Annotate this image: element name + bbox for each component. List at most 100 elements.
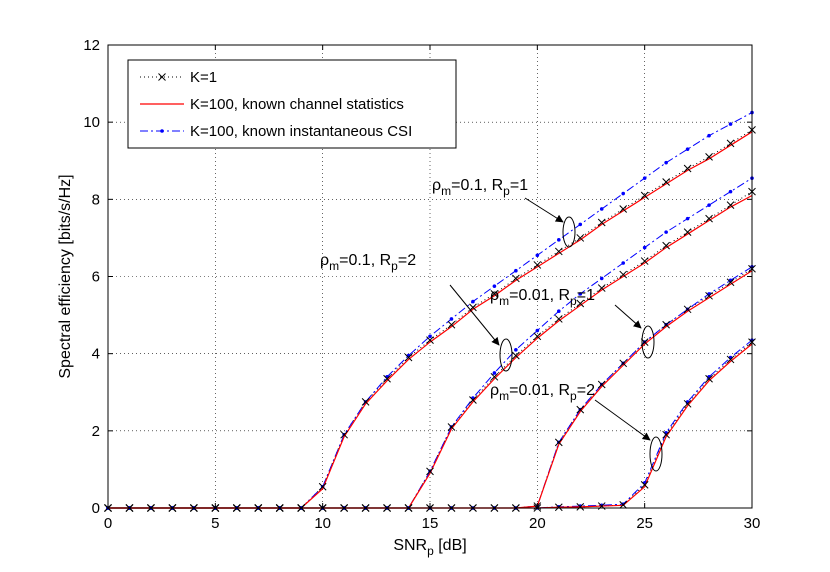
annotation-arrow [614,304,642,329]
series-point-inst-csi [599,207,604,211]
series-point-K1 [705,374,713,383]
annotation-label: ρm=0.01, Rp=2 [490,382,595,403]
series-point-K1 [662,430,670,439]
series-point-K1 [705,291,713,300]
series-point-K1 [726,139,735,148]
annotation-label: ρm=0.1, Rp=1 [432,177,528,198]
series-point-inst-csi [428,334,432,339]
annotation-3: ρm=0.01, Rp=1 [490,287,655,359]
annotation-arrow [524,197,564,223]
y-tick-label: 2 [92,423,100,440]
legend-label: K=1 [190,69,217,86]
y-axis-label: Spectral efficiency [bits/s/Hz] [57,174,74,378]
series-point-K1 [554,438,563,447]
series-point-inst-csi [492,371,497,375]
series-point-inst-csi [728,189,733,194]
series-line-stat [108,343,753,509]
series-point-inst-csi [535,253,540,258]
series-point-inst-csi [664,160,668,165]
series-point-K1 [490,372,499,381]
series-point-K1 [447,423,456,431]
series-point-inst-csi [514,268,518,273]
x-tick-label: 0 [104,515,112,532]
series-point-K1 [576,234,585,242]
series-point-inst-csi [535,328,540,333]
series-point-K1 [640,257,649,265]
series-point-K1 [726,278,735,287]
annotation-arrow [594,399,651,441]
annotations: ρm=0.1, Rp=1 ρm=0.1, Rp=2 ρm=0.01, Rp=1 ρm=… [320,177,663,472]
series-point-inst-csi [578,222,583,227]
legend-label: K=100, known instantaneous CSI [190,123,412,140]
legend-label: K=100, known channel statistics [190,96,404,113]
y-tick-label: 8 [92,191,100,208]
annotation-label: ρm=0.1, Rp=2 [320,252,416,273]
annotation-ellipse [499,338,513,372]
x-tick-label: 20 [529,515,546,532]
series-point-K1 [597,380,606,389]
x-tick-label: 5 [211,515,219,532]
legend-marker-K1 [158,73,166,81]
series-point-inst-csi [471,299,475,304]
series-point-inst-csi [578,292,583,296]
series-point-K1 [726,355,735,364]
series-point-K1 [447,320,456,329]
y-tick-label: 6 [92,269,100,286]
grid [108,45,752,508]
legend-marker-inst-csi [160,129,164,133]
series-point-K1 [683,305,692,314]
series-point-inst-csi [557,238,561,242]
series-point-inst-csi [728,122,733,126]
legend-entry: K=1 [140,69,217,86]
series-point-inst-csi [642,176,647,180]
annotation-ellipse [641,325,655,359]
series-point-inst-csi [642,245,647,250]
annotation-ellipse [649,436,663,472]
series-point-K1 [683,399,692,408]
series-point-K1 [619,501,628,509]
series-point-K1 [340,430,348,439]
series-point-K1 [554,315,563,323]
annotation-arrow [449,284,500,346]
series-point-K1 [662,241,670,250]
series-point-K1 [576,299,585,308]
series-point-inst-csi [449,317,454,321]
series-point-K1 [554,503,563,512]
series-point-K1 [597,218,606,227]
series-point-K1 [490,290,499,298]
series-point-K1 [426,467,434,476]
series-point-K1 [426,336,434,345]
axis-ticks: 0 5 10 15 20 25 30 0 2 4 6 8 10 12 [83,37,760,532]
legend-entry: K=100, known instantaneous CSI [140,123,412,140]
series-point-K1 [533,332,542,341]
series-point-K1 [404,353,413,362]
series-point-K1 [683,228,692,236]
x-tick-label: 10 [314,515,331,532]
series-point-K1 [512,274,520,283]
series-point-K1 [662,320,670,329]
series-point-K1 [705,214,713,223]
y-tick-label: 12 [83,37,100,54]
series-point-inst-csi [707,133,711,138]
series-point-inst-csi [514,348,518,352]
curve-group-3 [104,264,756,512]
series-point-K1 [705,153,713,161]
x-axis-label: SNRp [dB] [393,537,466,558]
series-line-inst-csi [108,112,753,509]
annotation-label: ρm=0.01, Rp=1 [490,287,595,308]
series-point-K1 [597,284,606,292]
series-point-K1 [619,205,628,213]
series-point-K1 [554,247,563,256]
y-tick-label: 4 [92,346,100,363]
series-point-K1 [512,351,520,360]
series-point-inst-csi [685,147,690,151]
series-point-K1 [640,191,649,200]
series-point-inst-csi [557,309,561,314]
series-point-K1 [533,261,542,269]
series-point-K1 [683,164,692,173]
series-point-inst-csi [599,276,604,281]
series-point-K1 [576,405,585,414]
series-line-K1 [108,129,753,509]
series [104,110,756,512]
